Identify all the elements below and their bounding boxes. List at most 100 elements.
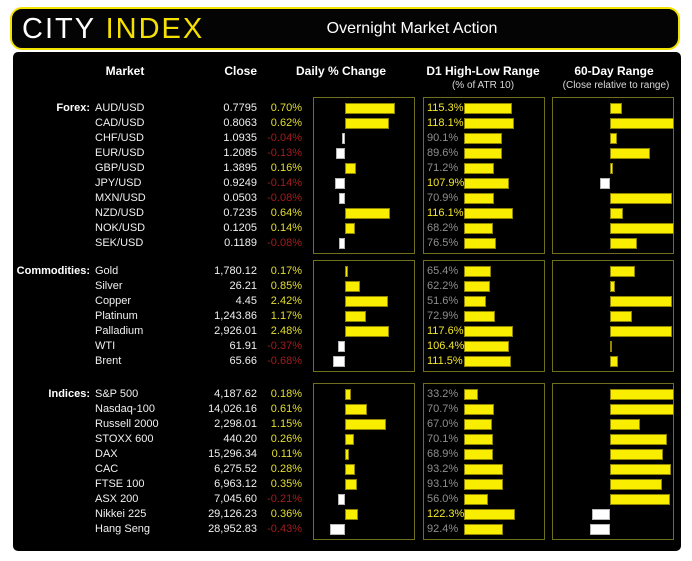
daily-change-bar [345, 404, 367, 415]
daily-bar-row [314, 221, 414, 236]
range60-bar [610, 133, 618, 144]
range60-bar [600, 178, 610, 189]
daily-change-cell: 2.48% [270, 325, 302, 337]
daily-change-bar [339, 193, 345, 204]
atr-bar-row: 62.2% [424, 279, 544, 294]
daily-change-cell: 0.62% [270, 117, 302, 129]
section-label [13, 131, 90, 146]
market-cell: CAC [95, 463, 119, 475]
atr-bar [464, 223, 493, 234]
daily-change-bar [345, 266, 349, 277]
market-cell: DAX [95, 448, 118, 460]
atr-bar-row: 71.2% [424, 161, 544, 176]
close-cell: 0.9249 [223, 177, 257, 189]
daily-change-cell: 0.64% [270, 207, 302, 219]
market-name-column: AUD/USD CAD/USD CHF/USD EUR/USD GBP/USD JPY/U… [95, 97, 200, 251]
range60-bar [610, 148, 651, 159]
range60-bar [610, 404, 674, 415]
atr-label: 65.4% [427, 265, 459, 277]
atr-label: 92.4% [427, 523, 459, 535]
atr-label: 93.2% [427, 463, 459, 475]
market-cell: WTI [95, 340, 116, 352]
range60-bar [610, 479, 662, 490]
market-cell: Silver [95, 280, 123, 292]
section-label [13, 324, 90, 339]
range60-bar [610, 419, 641, 430]
atr-label: 51.6% [427, 295, 459, 307]
range60-bar [610, 494, 671, 505]
section-label [13, 492, 90, 507]
close-cell: 1,780.12 [214, 265, 257, 277]
atr-label: 115.3% [427, 102, 464, 114]
section-label [13, 146, 90, 161]
close-price-column: 4,187.62 14,026.16 2,298.01 440.20 15,296.34… [200, 383, 257, 537]
atr-bar [464, 509, 516, 520]
column-subheader-atr: (% of ATR 10) [451, 80, 515, 91]
range60-bar-row [553, 507, 673, 522]
atr-bar [464, 464, 504, 475]
section-label [13, 447, 90, 462]
section-label [13, 279, 90, 294]
close-cell: 2,926.01 [214, 325, 257, 337]
daily-bar-row [314, 522, 414, 537]
range60-bar [592, 509, 610, 520]
market-cell: Brent [95, 355, 122, 367]
market-cell: GBP/USD [95, 162, 145, 174]
close-cell: 29,126.23 [208, 508, 257, 520]
daily-bar-row [314, 339, 414, 354]
daily-change-bar [337, 494, 345, 505]
section-label [13, 507, 90, 522]
close-price-column: 1,780.12 26.21 4.45 1,243.86 2,926.01 61.91 65… [200, 260, 257, 369]
close-cell: 28,952.83 [208, 523, 257, 535]
daily-change-cell: -0.08% [267, 237, 302, 249]
range60-bar [610, 341, 612, 352]
close-cell: 1.0935 [223, 132, 257, 144]
atr-bar-row: 68.2% [424, 221, 544, 236]
daily-change-cell: -0.13% [267, 147, 302, 159]
close-price-column: 0.7795 0.8063 1.0935 1.2085 1.3895 0.9249 0.05… [200, 97, 257, 251]
range60-bar-row [553, 324, 673, 339]
daily-bar-row [314, 264, 414, 279]
daily-change-cell: 0.36% [270, 508, 302, 520]
daily-change-cell: 0.14% [270, 222, 302, 234]
section-label [13, 221, 90, 236]
daily-change-bar [332, 356, 345, 367]
daily-bar-row [314, 236, 414, 251]
atr-bar [464, 341, 509, 352]
daily-change-text-column: 0.70% 0.62% -0.04% -0.13% 0.16% -0.14% -0.08% 0… [260, 97, 302, 251]
daily-change-chart [313, 383, 415, 540]
range60-bar [610, 238, 637, 249]
section-label [13, 462, 90, 477]
section-label: Indices: [48, 388, 90, 400]
section-label [13, 432, 90, 447]
d1-range-chart: 33.2% 70.7% 67.0% 70.1% 68.9% 93.2% 93.1% 56.0%… [423, 383, 545, 540]
range60-bar-row [553, 309, 673, 324]
column-header-close: Close [224, 64, 257, 78]
group-label-column: Forex: [13, 97, 90, 251]
report-header: CITY INDEX Overnight Market Action [10, 7, 680, 50]
daily-bar-row [314, 146, 414, 161]
atr-label: 93.1% [427, 478, 459, 490]
close-cell: 0.0503 [223, 192, 257, 204]
range60-bar [610, 223, 674, 234]
atr-bar [464, 479, 504, 490]
market-cell: S&P 500 [95, 388, 139, 400]
close-cell: 0.1205 [223, 222, 257, 234]
market-cell: ASX 200 [95, 493, 139, 505]
daily-change-cell: 1.17% [270, 310, 302, 322]
section-label [13, 309, 90, 324]
daily-bar-row [314, 477, 414, 492]
atr-bar [464, 494, 488, 505]
market-cell: Copper [95, 295, 132, 307]
section-label [13, 417, 90, 432]
atr-label: 89.6% [427, 147, 459, 159]
market-cell: JPY/USD [95, 177, 142, 189]
section-label [13, 191, 90, 206]
daily-change-cell: 0.11% [271, 448, 302, 460]
daily-change-bar [329, 524, 345, 535]
daily-bar-row [314, 294, 414, 309]
d1-range-chart: 115.3% 118.1% 90.1% 89.6% 71.2% 107.9% 70.9% 11… [423, 97, 545, 254]
daily-change-bar [335, 178, 345, 189]
daily-bar-row [314, 279, 414, 294]
daily-change-cell: 0.16% [270, 162, 302, 174]
